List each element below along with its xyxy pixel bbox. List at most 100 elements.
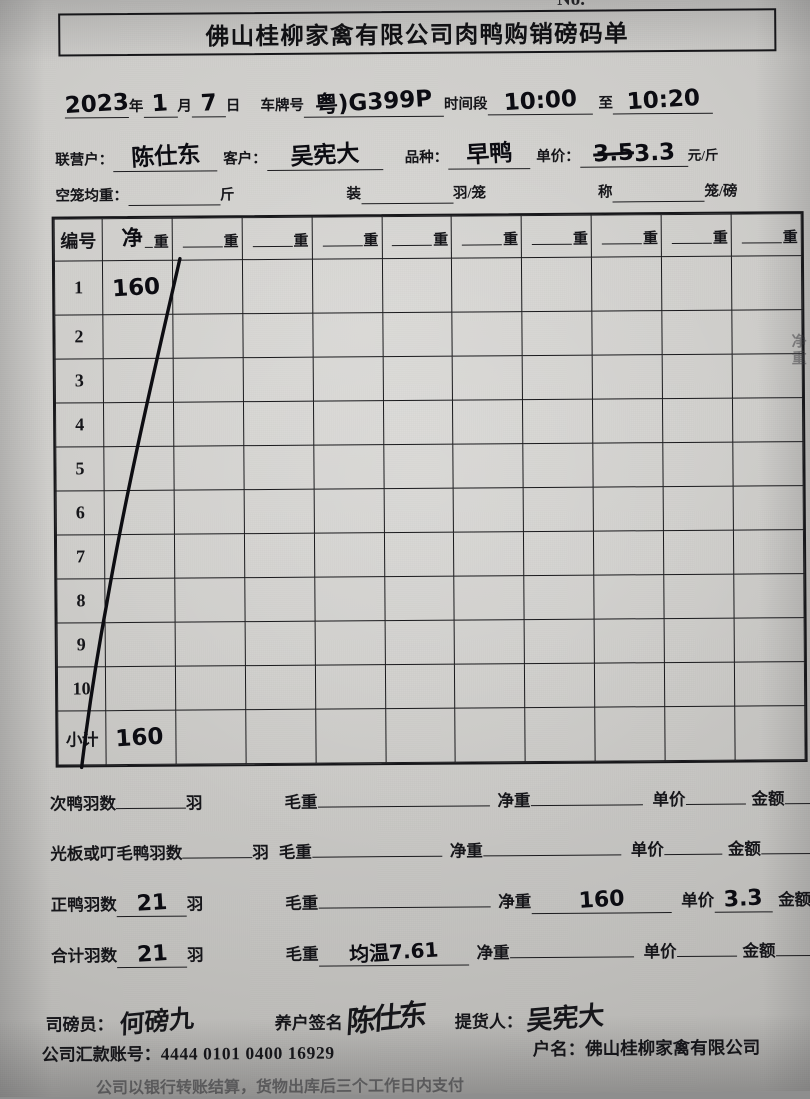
weight-cell[interactable] xyxy=(244,621,316,666)
load-per-cage-field[interactable] xyxy=(360,184,454,205)
column-header-weight[interactable]: 重 xyxy=(731,213,802,257)
summary-net-field[interactable] xyxy=(530,804,643,807)
day-field[interactable]: 7 xyxy=(191,90,226,118)
weight-cell[interactable] xyxy=(103,446,175,491)
weight-cell[interactable] xyxy=(173,357,244,403)
weight-cell[interactable] xyxy=(521,257,593,312)
unit-price-field[interactable]: 3.53.3 xyxy=(579,139,688,168)
weight-cell[interactable] xyxy=(594,618,665,664)
weight-cell[interactable] xyxy=(245,665,316,710)
weight-cell[interactable] xyxy=(453,443,524,489)
weight-cell[interactable] xyxy=(383,488,454,533)
weight-cell[interactable] xyxy=(242,357,314,402)
weight-cell[interactable] xyxy=(172,313,243,359)
weight-cell[interactable] xyxy=(452,311,523,357)
weight-cell[interactable] xyxy=(733,529,804,575)
weight-cell[interactable] xyxy=(105,666,176,711)
weight-cell[interactable] xyxy=(592,310,663,356)
summary-count-field[interactable]: 21 xyxy=(116,890,187,918)
column-header-weight[interactable]: 重 xyxy=(381,216,452,259)
column-header-weight[interactable]: 重 xyxy=(241,217,313,260)
weight-cell[interactable] xyxy=(662,442,734,487)
subtotal-value-cell[interactable] xyxy=(734,705,806,761)
weight-cell[interactable] xyxy=(174,621,246,667)
weight-cell[interactable] xyxy=(103,358,174,403)
weight-cell[interactable] xyxy=(312,356,384,402)
weight-cell[interactable] xyxy=(733,485,804,531)
weight-cell[interactable] xyxy=(384,576,455,621)
weight-cell[interactable] xyxy=(451,257,523,313)
weight-cell[interactable] xyxy=(452,399,524,445)
weight-cell[interactable] xyxy=(242,313,313,358)
weight-cell[interactable] xyxy=(382,356,453,401)
summary-gross-field[interactable]: 均温7.61 xyxy=(318,935,469,967)
subtotal-value-cell[interactable] xyxy=(455,707,526,763)
weight-cell[interactable] xyxy=(174,489,245,535)
time-to-field[interactable]: 10:20 xyxy=(612,85,714,115)
summary-net-field[interactable] xyxy=(482,854,621,857)
weight-cell[interactable] xyxy=(593,530,664,576)
weight-cell[interactable] xyxy=(523,531,594,576)
weight-cell[interactable] xyxy=(243,489,315,534)
weight-cell[interactable] xyxy=(172,259,243,315)
subtotal-value-cell[interactable] xyxy=(594,706,666,762)
empty-cage-weight-field[interactable] xyxy=(127,186,221,207)
column-header-weight[interactable]: 重 xyxy=(661,214,732,257)
weight-cell[interactable] xyxy=(312,258,383,314)
weight-cell[interactable] xyxy=(593,486,664,532)
summary-gross-field[interactable] xyxy=(317,805,490,808)
weight-cell[interactable] xyxy=(523,443,594,488)
weight-cell[interactable]: 160 xyxy=(102,260,173,315)
weight-cell[interactable] xyxy=(104,534,175,579)
weight-cell[interactable] xyxy=(524,619,595,664)
weight-cell[interactable] xyxy=(102,314,174,359)
breed-field[interactable]: 早鸭 xyxy=(448,134,531,170)
summary-count-field[interactable]: 21 xyxy=(116,941,188,969)
weight-cell[interactable] xyxy=(384,532,455,577)
weight-cell[interactable] xyxy=(173,401,244,447)
weight-cell[interactable] xyxy=(104,490,175,535)
plate-field[interactable]: 粤)G399P xyxy=(303,81,445,119)
weight-cell[interactable] xyxy=(244,533,315,578)
weight-cell[interactable] xyxy=(243,445,314,490)
year-field[interactable]: 2023 xyxy=(64,89,129,119)
weight-cell[interactable] xyxy=(662,398,733,443)
weight-cell[interactable] xyxy=(313,400,384,446)
weight-cell[interactable] xyxy=(454,575,525,621)
customer-field[interactable]: 吴宪大 xyxy=(266,135,383,172)
cages-per-weigh-field[interactable] xyxy=(612,182,705,203)
weight-cell[interactable] xyxy=(522,399,594,444)
summary-count-field[interactable] xyxy=(182,857,253,859)
subtotal-value-cell[interactable] xyxy=(245,709,316,764)
weight-cell[interactable] xyxy=(663,486,734,531)
weight-cell[interactable] xyxy=(732,397,803,443)
column-header-weight[interactable]: 重 xyxy=(521,215,592,258)
weight-cell[interactable] xyxy=(662,354,733,399)
weight-cell[interactable] xyxy=(524,575,595,620)
weight-cell[interactable] xyxy=(243,401,314,446)
column-header-weight[interactable]: 净重 xyxy=(102,218,173,261)
weight-cell[interactable] xyxy=(315,664,386,710)
time-from-field[interactable]: 10:00 xyxy=(487,86,593,116)
summary-count-field[interactable] xyxy=(115,807,186,810)
summary-net-field[interactable] xyxy=(509,956,634,959)
subtotal-value-cell[interactable]: 160 xyxy=(105,710,177,765)
weigher-signature[interactable]: 何磅九 xyxy=(119,1003,195,1040)
weight-cell[interactable] xyxy=(103,402,174,447)
month-field[interactable]: 1 xyxy=(143,90,178,118)
weight-cell[interactable] xyxy=(594,662,665,708)
weight-cell[interactable] xyxy=(453,531,525,577)
weight-cell[interactable] xyxy=(661,310,733,355)
weight-cell[interactable] xyxy=(522,355,593,400)
weight-cell[interactable] xyxy=(592,354,663,400)
weight-cell[interactable] xyxy=(664,662,735,707)
column-header-weight[interactable]: 重 xyxy=(172,217,243,261)
summary-unit-price-field[interactable]: 3.3 xyxy=(714,885,773,913)
weight-cell[interactable] xyxy=(524,663,595,708)
weight-cell[interactable] xyxy=(104,578,175,623)
summary-amount-field[interactable] xyxy=(775,954,810,957)
weight-cell[interactable] xyxy=(313,488,385,534)
summary-net-field[interactable]: 160 xyxy=(531,886,672,915)
column-header-weight[interactable]: 重 xyxy=(591,214,662,258)
partner-field[interactable]: 陈仕东 xyxy=(113,136,218,173)
